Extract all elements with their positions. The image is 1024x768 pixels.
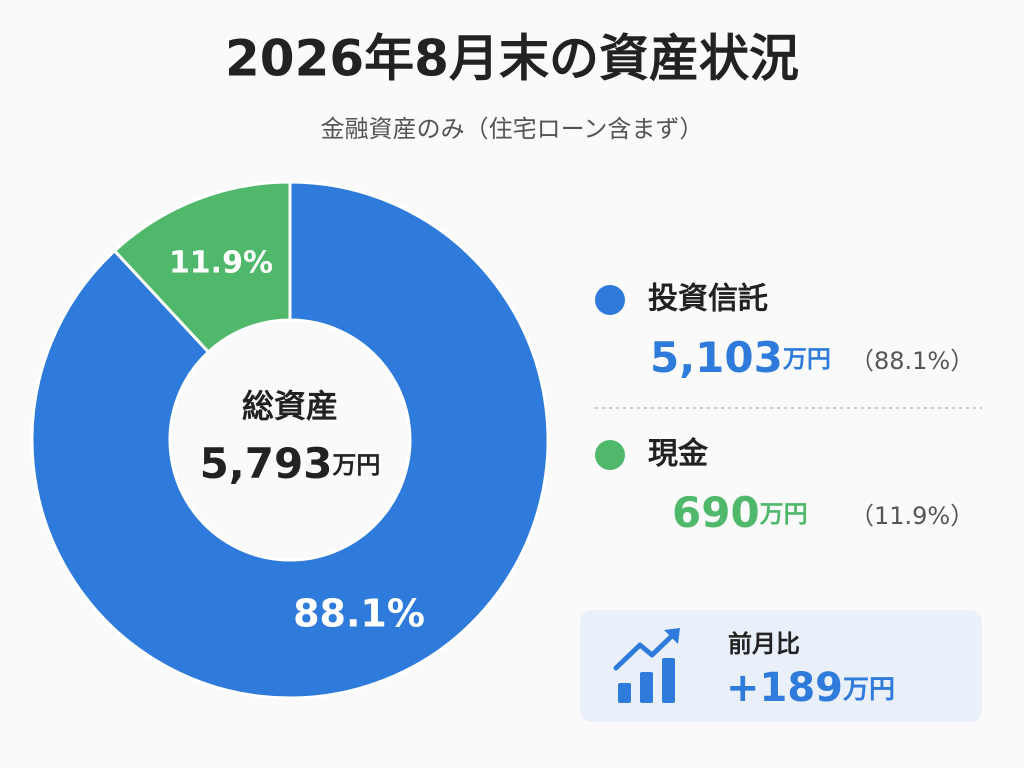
total-label: 総資産 <box>242 387 338 425</box>
slice-label: 11.9% <box>169 246 273 281</box>
change-value: +189万円 <box>726 665 895 711</box>
legend-dot <box>595 285 625 315</box>
legend-label: 投資信託 <box>648 282 768 317</box>
title: 2026年8月末の資産状況 <box>225 30 799 88</box>
legend-label: 現金 <box>648 437 709 472</box>
amount-number: 690 <box>672 488 760 537</box>
legend-amount: 5,103万円 <box>650 333 831 382</box>
donut-slice <box>30 180 550 700</box>
legend-amount: 690万円 <box>672 488 808 537</box>
subtitle: 金融資産のみ（住宅ローン含まず） <box>321 115 704 143</box>
amount-unit: 万円 <box>760 500 808 528</box>
legend-dot <box>595 440 625 470</box>
total-unit: 万円 <box>332 451 380 479</box>
legend-share: （88.1%） <box>850 347 974 375</box>
growth-icon <box>613 628 680 703</box>
change-box <box>580 610 982 722</box>
change-number: +189 <box>726 665 843 711</box>
change-label: 前月比 <box>728 630 800 658</box>
legend-share: （11.9%） <box>850 502 974 530</box>
amount-number: 5,103 <box>650 333 783 382</box>
change-unit: 万円 <box>843 675 895 705</box>
total-value: 5,793万円 <box>200 439 381 488</box>
amount-unit: 万円 <box>783 345 831 373</box>
total-number: 5,793 <box>200 439 333 488</box>
slice-label: 88.1% <box>293 591 425 635</box>
donut-slice <box>112 180 292 355</box>
